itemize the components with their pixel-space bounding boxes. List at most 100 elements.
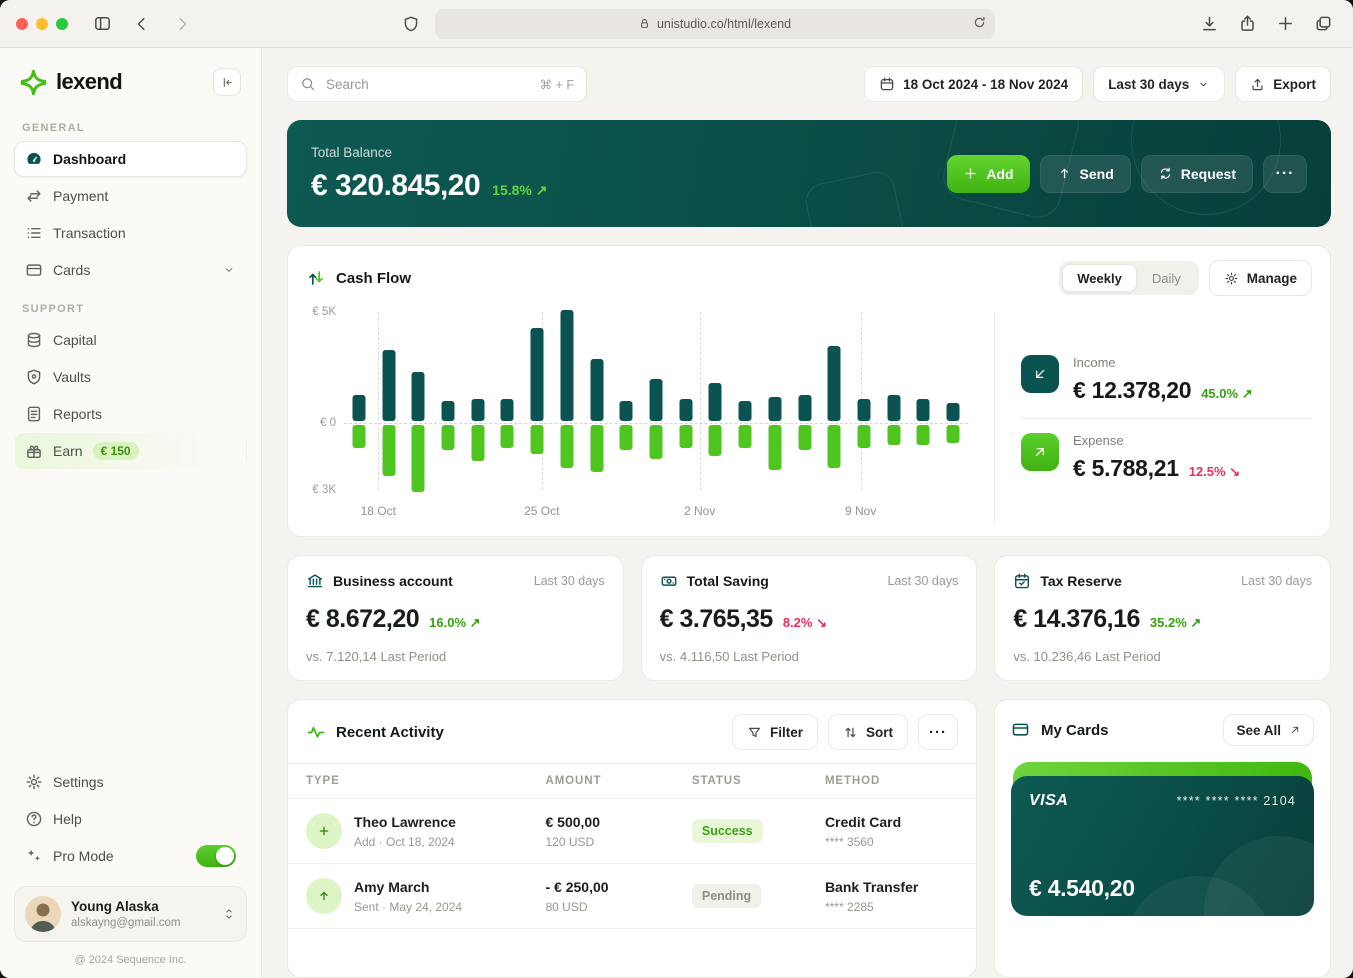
pro-mode-toggle[interactable] <box>196 845 236 867</box>
zoom-window-button[interactable] <box>56 17 68 30</box>
date-range-label: 18 Oct 2024 - 18 Nov 2024 <box>903 76 1069 92</box>
logo-wordmark: lexend <box>56 69 123 94</box>
period-label: Last 30 days <box>1108 76 1190 92</box>
income-bar <box>946 403 960 422</box>
chart-x-axis: 18 Oct 25 Oct 2 Nov 9 Nov <box>344 500 968 524</box>
income-bar <box>560 310 574 422</box>
filter-button[interactable]: Filter <box>731 714 818 750</box>
sidebar-item-label: Reports <box>53 406 103 422</box>
export-button[interactable]: Export <box>1235 66 1331 102</box>
income-bar <box>530 327 544 422</box>
stat-value: € 8.672,20 <box>306 605 420 633</box>
sidebar-item-earn[interactable]: Earn € 150 <box>14 433 247 469</box>
activity-pulse-icon <box>306 722 326 742</box>
lexend-logo-icon <box>20 69 47 96</box>
income-bar <box>887 394 901 422</box>
search-input[interactable] <box>324 75 532 93</box>
request-button[interactable]: Request <box>1140 154 1253 193</box>
sidebar-item-capital[interactable]: Capital <box>14 322 247 358</box>
avatar <box>25 896 61 932</box>
stat-title: Total Saving <box>686 573 769 589</box>
stat-change: 8.2% ↘ <box>782 615 827 630</box>
sort-button[interactable]: Sort <box>828 714 908 750</box>
manage-button[interactable]: Manage <box>1208 260 1312 296</box>
forward-button[interactable] <box>168 10 196 38</box>
recent-activity-title: Recent Activity <box>336 723 444 741</box>
table-row[interactable]: Amy March Sent · May 24, 2024 - € 250,00… <box>288 864 976 929</box>
balance-label: Total Balance <box>311 144 393 160</box>
sidebar-item-transaction[interactable]: Transaction <box>14 215 247 251</box>
add-transaction-icon <box>306 813 342 849</box>
sidebar-item-settings[interactable]: Settings <box>14 764 247 800</box>
sidebar-item-help[interactable]: Help <box>14 801 247 837</box>
stat-period: Last 30 days <box>1241 574 1312 588</box>
expense-bar <box>352 425 366 448</box>
back-button[interactable] <box>128 10 156 38</box>
see-all-button[interactable]: See All <box>1223 714 1314 746</box>
sidebar-item-payment[interactable]: Payment <box>14 178 247 214</box>
balance-change: 15.8% ↗ <box>492 181 548 198</box>
x-tick-label: 2 Nov <box>683 504 716 518</box>
add-button[interactable]: Add <box>947 154 1030 193</box>
cards-icon <box>25 261 43 279</box>
activity-more-button[interactable]: ··· <box>918 714 958 750</box>
sidebar-item-reports[interactable]: Reports <box>14 396 247 432</box>
new-tab-icon[interactable] <box>1271 10 1299 38</box>
transaction-icon <box>25 224 43 242</box>
export-label: Export <box>1273 76 1316 92</box>
reload-icon[interactable] <box>972 15 987 30</box>
sidebar-item-label: Capital <box>53 332 97 348</box>
search-box[interactable]: ⌘ + F <box>287 66 587 102</box>
income-bar <box>590 358 604 422</box>
window-controls[interactable] <box>16 17 68 30</box>
bank-icon <box>306 572 324 590</box>
sidebar-item-dashboard[interactable]: Dashboard <box>14 141 247 177</box>
sidebar-toggle-icon[interactable] <box>88 10 116 38</box>
downloads-icon[interactable] <box>1195 10 1223 38</box>
balance-more-button[interactable]: ··· <box>1263 154 1307 193</box>
card-stack[interactable]: VISA **** **** **** 2104 € 4.540,20 <box>1011 762 1314 916</box>
income-bar <box>916 399 930 422</box>
sort-arrows-icon <box>843 725 858 740</box>
search-icon <box>300 76 316 92</box>
x-tick-label: 25 Oct <box>524 504 560 518</box>
user-name: Young Alaska <box>71 899 159 914</box>
income-bar <box>798 394 812 422</box>
privacy-shield-icon[interactable] <box>397 10 425 38</box>
expense-bar <box>590 425 604 472</box>
share-icon[interactable] <box>1233 10 1261 38</box>
minimize-window-button[interactable] <box>36 17 48 30</box>
tab-daily[interactable]: Daily <box>1137 264 1196 292</box>
business-account-card: Business account Last 30 days € 8.672,20… <box>287 555 624 681</box>
send-button[interactable]: Send <box>1039 154 1131 193</box>
tab-overview-icon[interactable] <box>1309 10 1337 38</box>
tab-weekly[interactable]: Weekly <box>1062 264 1137 292</box>
close-window-button[interactable] <box>16 17 28 30</box>
sidebar-collapse-button[interactable] <box>213 68 241 96</box>
income-summary: Income € 12.378,20 45.0% ↗ <box>1021 347 1312 412</box>
browser-chrome: unistudio.co/html/lexend <box>0 0 1353 48</box>
user-account-card[interactable]: Young Alaska alskayng@gmail.com <box>14 886 247 942</box>
income-bar <box>738 401 752 422</box>
sidebar-item-vaults[interactable]: Vaults <box>14 359 247 395</box>
y-tick-label: € 5K <box>312 306 336 318</box>
transaction-amount: - € 250,00 <box>545 878 609 895</box>
card-number-masked: **** **** **** 2104 <box>1176 794 1296 808</box>
help-icon <box>25 810 43 828</box>
date-range-button[interactable]: 18 Oct 2024 - 18 Nov 2024 <box>864 66 1084 102</box>
address-bar[interactable]: unistudio.co/html/lexend <box>434 8 995 39</box>
capital-icon <box>25 331 43 349</box>
status-badge: Pending <box>691 884 762 908</box>
sidebar-item-cards[interactable]: Cards <box>14 252 247 288</box>
income-bar <box>649 378 663 422</box>
expense-change: 12.5% ↘ <box>1188 463 1241 479</box>
sidebar-item-pro-mode[interactable]: Pro Mode <box>14 838 247 874</box>
cashflow-view-segmented: Weekly Daily <box>1059 261 1199 295</box>
calendar-icon <box>879 76 895 92</box>
reports-icon <box>25 405 43 423</box>
vaults-icon <box>25 368 43 386</box>
table-row[interactable]: Theo Lawrence Add · Oct 18, 2024 € 500,0… <box>288 799 976 864</box>
period-dropdown[interactable]: Last 30 days <box>1093 66 1226 102</box>
income-value: € 12.378,20 <box>1073 376 1192 403</box>
transaction-method-number: **** 2285 <box>824 899 874 914</box>
